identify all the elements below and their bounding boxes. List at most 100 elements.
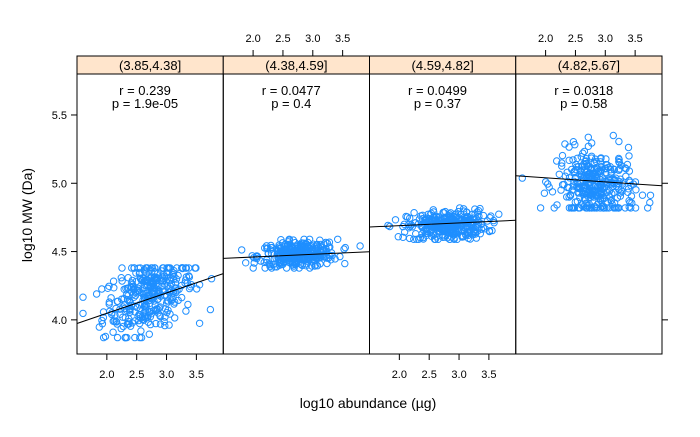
data-point: [430, 235, 439, 244]
data-point: [137, 327, 145, 335]
data-point: [118, 264, 126, 272]
data-point: [601, 164, 609, 173]
data-point: [415, 235, 423, 244]
data-point: [151, 301, 159, 309]
data-point: [566, 192, 575, 200]
data-point: [160, 318, 168, 326]
data-point: [272, 245, 280, 254]
data-point: [439, 233, 447, 242]
data-point: [458, 233, 466, 241]
data-point: [581, 157, 589, 166]
data-point: [169, 270, 177, 279]
data-point: [148, 289, 157, 298]
data-point: [572, 160, 580, 169]
data-point: [423, 229, 431, 238]
data-point: [582, 157, 590, 165]
data-point: [564, 177, 572, 186]
points-panel-3: [384, 204, 503, 244]
data-point: [402, 212, 410, 221]
data-point: [122, 291, 131, 299]
data-point: [113, 333, 122, 342]
data-point: [156, 320, 165, 328]
data-point: [612, 174, 620, 182]
data-point: [122, 306, 131, 314]
p-annotation: p = 0.37: [414, 96, 461, 111]
data-point: [175, 285, 183, 293]
data-point: [206, 305, 215, 314]
data-point: [136, 333, 144, 342]
data-point: [638, 191, 647, 199]
x-axis-panel-4: 2.0 2.5 3.0 3.5: [538, 33, 643, 56]
data-point: [79, 293, 87, 301]
data-point: [166, 276, 174, 285]
panel-border: [76, 73, 224, 355]
x-tick-label: 2.0: [538, 33, 553, 45]
data-point: [548, 188, 557, 196]
data-point: [159, 270, 168, 279]
data-point: [431, 219, 439, 227]
data-point: [413, 235, 421, 244]
data-point: [394, 233, 402, 241]
data-point: [166, 264, 174, 272]
data-point: [118, 295, 126, 303]
data-point: [570, 169, 579, 177]
data-point: [152, 319, 160, 328]
data-point: [544, 180, 552, 188]
data-point: [109, 328, 117, 336]
data-point: [308, 262, 316, 270]
data-point: [412, 230, 420, 238]
data-point: [631, 204, 640, 212]
fit-line: [76, 273, 224, 324]
data-point: [597, 154, 605, 162]
x-tick-label: 2.5: [568, 33, 583, 45]
x-axis-panel-1: 2.0 2.5 3.0 3.5: [99, 354, 204, 381]
data-point: [464, 229, 472, 237]
data-point: [250, 259, 258, 267]
data-point: [446, 209, 455, 217]
data-point: [146, 313, 155, 321]
x-axis-title: log10 abundance (µg): [300, 395, 437, 411]
data-point: [140, 309, 148, 317]
data-point: [186, 283, 195, 291]
data-point: [582, 182, 590, 190]
data-point: [582, 159, 591, 168]
data-point: [540, 189, 549, 197]
data-point: [624, 188, 632, 197]
data-point: [575, 184, 583, 193]
data-point: [146, 320, 155, 329]
data-point: [625, 167, 634, 175]
data-point: [136, 319, 144, 328]
data-point: [558, 162, 566, 170]
data-point: [150, 267, 159, 276]
data-point: [591, 187, 599, 195]
data-point: [625, 203, 633, 211]
data-point: [341, 259, 349, 268]
data-point: [131, 333, 139, 342]
data-point: [410, 209, 418, 217]
data-point: [580, 147, 589, 156]
data-point: [127, 284, 135, 292]
data-point: [184, 300, 192, 309]
data-point: [141, 313, 149, 321]
fit-line: [515, 175, 663, 187]
data-point: [576, 166, 585, 175]
data-point: [454, 213, 463, 222]
data-point: [416, 234, 425, 242]
data-point: [442, 217, 451, 226]
data-point: [185, 273, 194, 281]
fit-line: [369, 219, 516, 228]
data-point: [580, 194, 589, 202]
data-point: [178, 264, 186, 272]
x-tick-label: 3.5: [189, 369, 204, 381]
x-tick-label: 3.5: [627, 33, 642, 45]
data-point: [627, 204, 635, 212]
panel-border: [515, 73, 663, 355]
data-point: [618, 187, 626, 196]
data-point: [542, 178, 550, 186]
points-panel-4: [518, 131, 655, 212]
data-point: [125, 315, 133, 323]
y-axis: 4.0 4.5 5.0 5.5: [52, 110, 668, 327]
x-tick-label: 2.5: [275, 33, 290, 45]
data-point: [607, 196, 616, 204]
data-point: [594, 188, 603, 196]
